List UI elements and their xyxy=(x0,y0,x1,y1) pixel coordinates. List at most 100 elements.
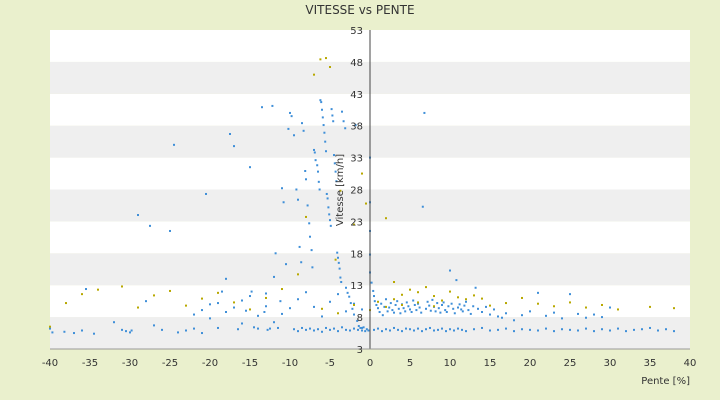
data-point xyxy=(361,172,363,175)
data-point xyxy=(393,281,395,284)
data-point xyxy=(266,328,269,331)
data-point xyxy=(349,302,352,305)
data-point xyxy=(63,330,66,333)
data-point xyxy=(545,327,547,330)
data-point xyxy=(85,288,87,291)
data-point xyxy=(449,290,451,293)
data-point xyxy=(295,188,298,191)
data-point xyxy=(385,305,387,308)
data-point xyxy=(489,313,491,316)
data-point xyxy=(265,305,267,308)
data-point xyxy=(354,124,357,127)
data-point xyxy=(420,311,423,314)
data-point xyxy=(393,326,395,329)
data-point xyxy=(393,298,395,301)
data-point xyxy=(396,300,399,303)
data-point xyxy=(334,170,337,173)
data-point xyxy=(313,329,315,332)
data-point xyxy=(217,302,219,305)
data-point xyxy=(481,326,483,329)
data-point xyxy=(257,327,259,330)
data-point xyxy=(673,307,675,310)
data-point xyxy=(469,312,472,315)
data-point xyxy=(325,150,327,153)
data-point xyxy=(429,309,432,312)
data-point xyxy=(217,326,219,329)
data-point xyxy=(505,302,507,305)
data-point xyxy=(373,300,376,303)
data-point xyxy=(49,327,51,330)
data-point xyxy=(305,291,307,294)
data-point xyxy=(334,258,337,261)
data-point xyxy=(323,131,326,134)
x-tick-label: 30 xyxy=(604,358,617,369)
data-point xyxy=(333,162,336,165)
data-point xyxy=(51,331,54,334)
data-point xyxy=(649,326,651,329)
data-point xyxy=(193,327,195,330)
data-point xyxy=(585,316,587,319)
y-tick-label: 18 xyxy=(350,249,363,260)
data-point xyxy=(437,328,439,331)
data-point xyxy=(290,115,293,118)
data-point xyxy=(377,327,379,330)
data-point xyxy=(415,309,418,312)
data-point xyxy=(417,302,419,305)
data-point xyxy=(325,57,327,60)
data-point xyxy=(257,314,259,317)
data-point xyxy=(381,330,383,333)
data-point xyxy=(321,307,323,310)
data-point xyxy=(529,310,531,313)
data-point xyxy=(380,302,383,305)
data-point xyxy=(353,223,355,226)
data-point xyxy=(341,110,343,113)
data-point xyxy=(121,285,123,288)
data-point xyxy=(485,305,487,308)
data-point xyxy=(329,219,331,222)
data-point xyxy=(364,330,367,333)
data-point xyxy=(329,328,331,331)
data-point xyxy=(193,313,195,316)
data-point xyxy=(325,326,327,329)
data-point xyxy=(277,326,279,329)
data-point xyxy=(633,328,635,331)
data-point xyxy=(467,309,470,312)
data-point xyxy=(601,328,603,331)
data-point xyxy=(321,315,323,318)
data-point xyxy=(93,332,95,335)
data-point xyxy=(353,303,355,306)
data-point xyxy=(401,303,403,306)
data-point xyxy=(593,313,595,316)
data-point xyxy=(351,307,354,310)
data-point xyxy=(340,281,343,284)
data-point xyxy=(201,297,203,300)
data-point xyxy=(317,180,320,183)
data-point xyxy=(407,305,410,308)
data-point xyxy=(305,328,307,331)
data-point xyxy=(665,328,667,331)
data-point xyxy=(279,300,282,303)
data-point xyxy=(145,300,147,303)
data-point xyxy=(297,273,299,276)
data-point xyxy=(389,302,392,305)
x-axis-label: Pente [%] xyxy=(641,376,690,387)
data-point xyxy=(617,327,619,330)
data-point xyxy=(569,293,571,296)
data-point xyxy=(301,122,303,125)
data-point xyxy=(309,235,311,238)
x-tick-label: 5 xyxy=(407,358,413,369)
data-point xyxy=(185,304,187,307)
data-point xyxy=(452,307,455,310)
data-point xyxy=(310,249,313,252)
data-point xyxy=(337,293,339,296)
data-point xyxy=(601,316,603,319)
data-point xyxy=(433,305,435,308)
data-point xyxy=(417,291,419,294)
data-point xyxy=(153,294,155,297)
data-point xyxy=(553,311,555,314)
data-point xyxy=(409,328,411,331)
data-point xyxy=(273,275,275,278)
data-point xyxy=(402,307,405,310)
data-point xyxy=(439,311,442,314)
